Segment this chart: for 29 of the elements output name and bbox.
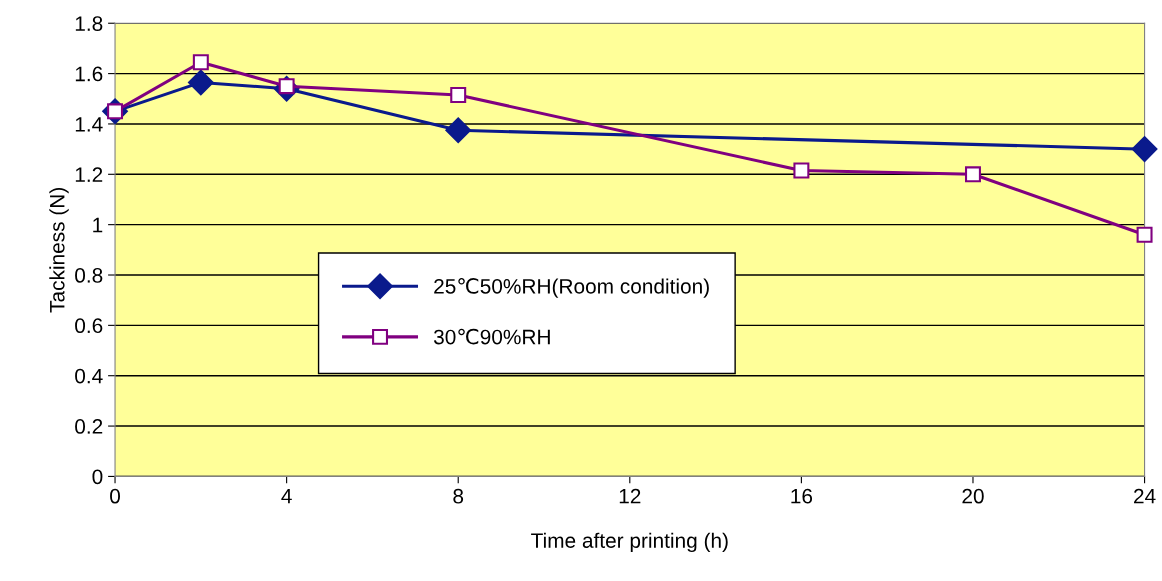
- y-tick-label: 1.8: [75, 16, 103, 31]
- legend-label: 30℃90%RH: [433, 328, 550, 345]
- x-axis-title: Time after printing (h): [531, 532, 728, 553]
- x-tick-label: 4: [281, 488, 292, 504]
- x-tick-label: 24: [1134, 488, 1156, 504]
- point: [188, 69, 214, 96]
- y-tick-label: 1.2: [75, 167, 103, 182]
- x-tick-label: 12: [619, 488, 641, 504]
- x-tick-label: 20: [962, 488, 984, 504]
- point: [192, 54, 209, 71]
- x-tick-label: 8: [453, 488, 464, 504]
- y-tick-label: 1.6: [75, 66, 103, 82]
- y-tick-label: 0.6: [75, 318, 103, 334]
- y-tick-label: 1: [93, 217, 103, 233]
- y-tick-label: 0.8: [75, 268, 103, 283]
- point: [965, 166, 981, 183]
- point: [450, 87, 467, 103]
- y-tick-label: 0.4: [75, 368, 103, 384]
- x-tick-label: 0: [110, 488, 121, 504]
- point: [445, 117, 472, 144]
- legend-label: 25℃50%RH(Room condition): [434, 278, 709, 298]
- y-tick-label: 0.2: [75, 419, 103, 434]
- y-axis-title: Tackiness (N): [49, 188, 69, 313]
- x-tick-label: 16: [791, 488, 813, 504]
- y-tick-label: 0: [92, 469, 103, 485]
- point: [1131, 136, 1158, 162]
- y-tick-label: 1.4: [75, 117, 103, 132]
- point: [793, 162, 810, 179]
- point: [1136, 226, 1153, 243]
